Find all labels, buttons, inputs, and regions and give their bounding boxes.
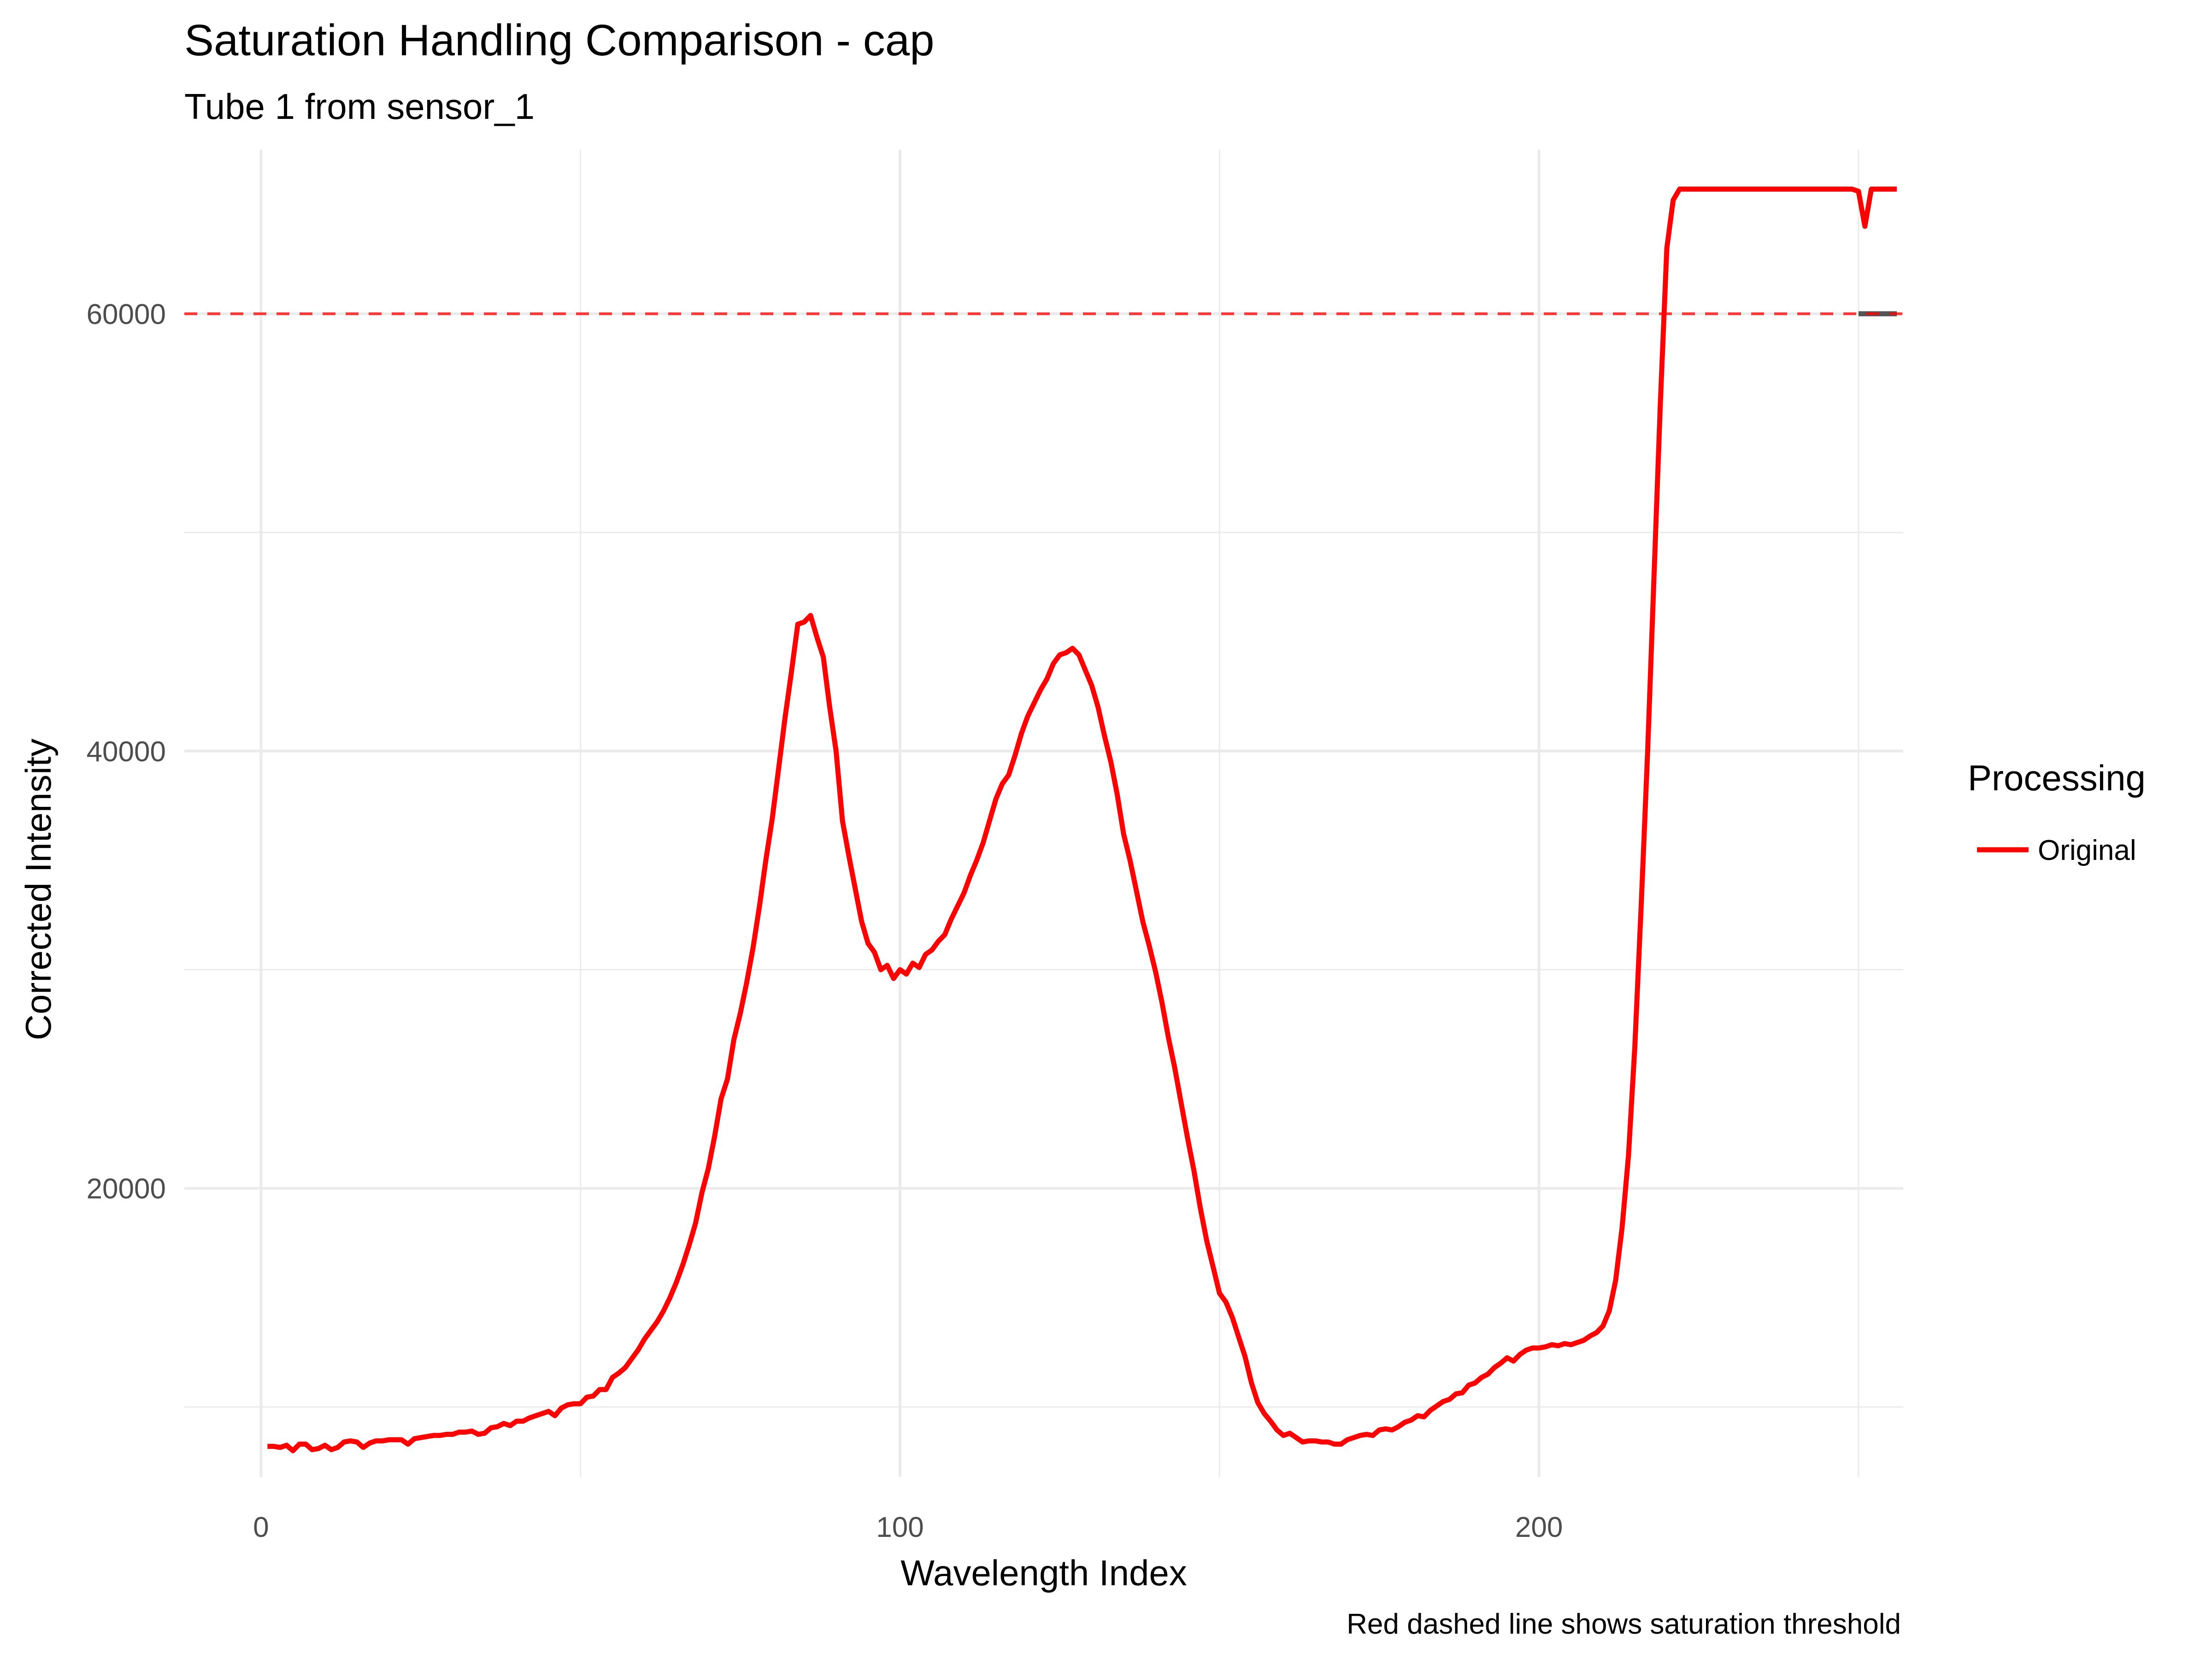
y-axis-title: Corrected Intensity xyxy=(18,739,59,1041)
legend-label-original: Original xyxy=(2038,835,2136,866)
chart-subtitle: Tube 1 from sensor_1 xyxy=(184,86,535,127)
series-line-original xyxy=(267,186,1897,1453)
x-tick-label: 0 xyxy=(253,1512,269,1543)
y-tick-label: 20000 xyxy=(87,1173,166,1205)
chart-title: Saturation Handling Comparison - cap xyxy=(184,16,935,65)
legend-title: Processing xyxy=(1968,758,2146,798)
x-axis-title: Wavelength Index xyxy=(900,1553,1187,1593)
x-tick-label: 100 xyxy=(876,1512,924,1543)
y-tick-label: 40000 xyxy=(87,736,166,768)
chart-caption: Red dashed line shows saturation thresho… xyxy=(1347,1608,1901,1640)
plot-area: 0 100 200 20000 40000 60000 xyxy=(87,150,1903,1543)
x-tick-label: 200 xyxy=(1515,1512,1563,1543)
y-tick-label: 60000 xyxy=(87,299,166,330)
